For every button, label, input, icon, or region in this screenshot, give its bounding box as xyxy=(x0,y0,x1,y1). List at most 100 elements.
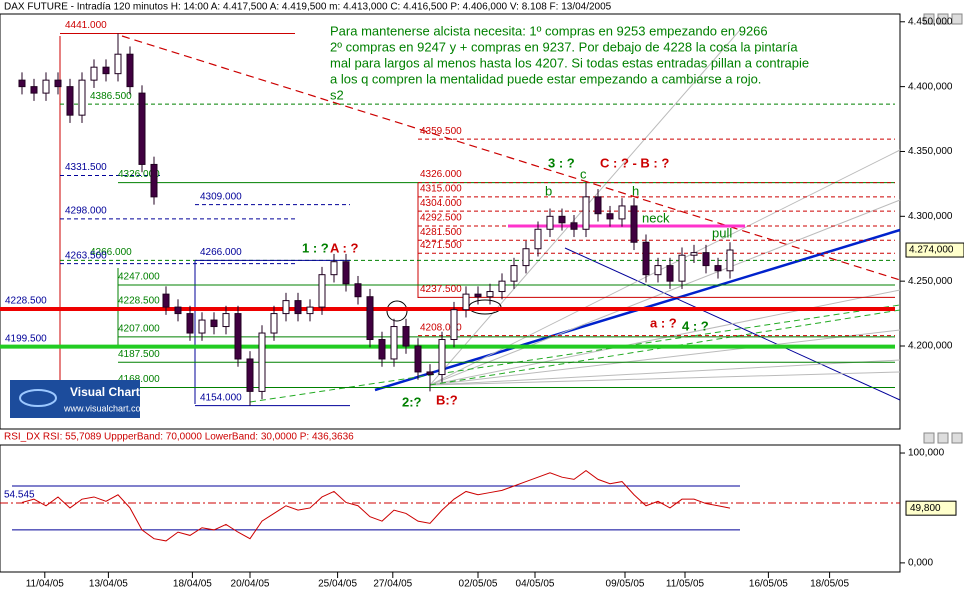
level-label: 4199.500 xyxy=(5,333,47,344)
fan-line xyxy=(429,329,901,386)
wave-label: b xyxy=(545,183,552,198)
candle-body xyxy=(210,319,218,328)
y-tick-label: 4.250,000 xyxy=(908,276,953,287)
button[interactable] xyxy=(923,13,935,25)
button[interactable] xyxy=(951,13,963,25)
x-tick-label: 11/04/05 xyxy=(26,579,65,590)
level-label: 4263.500 xyxy=(65,250,107,261)
level-label: 4386.500 xyxy=(90,91,132,102)
candle-body xyxy=(198,319,206,334)
logo-url: www.visualchart.com xyxy=(63,403,148,413)
header: DAX FUTURE - Intradía 120 minutos H: 14:… xyxy=(4,2,612,13)
candle-body xyxy=(222,313,230,328)
wave-label: a : ? xyxy=(650,315,677,330)
rsi-mid-label: 54.545 xyxy=(4,490,35,501)
candle-body xyxy=(330,261,338,276)
logo-box xyxy=(10,380,140,418)
candle-body xyxy=(666,265,674,282)
level-label: 4168.000 xyxy=(118,374,160,385)
level-label: 4228.500 xyxy=(118,296,160,307)
x-tick-label: 18/04/05 xyxy=(173,579,212,590)
candle-body xyxy=(162,293,170,308)
level-label: 4315.000 xyxy=(420,184,462,195)
y-tick-label: 4.300,000 xyxy=(908,211,953,222)
candle-body xyxy=(186,313,194,334)
wave-label: pull xyxy=(712,225,732,240)
x-tick-label: 04/05/05 xyxy=(516,579,555,590)
wave-label: 1 : ? xyxy=(302,240,329,255)
comment: 2º compras en 9247 y + compras en 9237. … xyxy=(330,39,798,54)
button[interactable] xyxy=(937,13,949,25)
fan-line xyxy=(429,359,901,386)
level-label: 4187.500 xyxy=(118,349,160,360)
candle-body xyxy=(606,213,614,220)
candle-body xyxy=(318,274,326,308)
level-label: 4331.500 xyxy=(65,162,107,173)
level-label: 4359.500 xyxy=(420,126,462,137)
x-tick-label: 16/05/05 xyxy=(749,579,788,590)
candle-body xyxy=(234,313,242,360)
fan-line xyxy=(429,199,901,386)
level-label: 4266.000 xyxy=(90,247,132,258)
candle-body xyxy=(702,252,710,267)
level-label: 4304.000 xyxy=(420,198,462,209)
level-label: 4441.000 xyxy=(65,20,107,31)
level-label: 4207.000 xyxy=(118,324,160,335)
button[interactable] xyxy=(937,432,949,444)
x-tick-label: 27/04/05 xyxy=(373,579,412,590)
button[interactable] xyxy=(951,432,963,444)
candle-body xyxy=(42,79,50,94)
wave-label: neck xyxy=(642,210,670,225)
level-label: 4281.500 xyxy=(420,227,462,238)
candle-body xyxy=(282,300,290,315)
level-label: 4154.000 xyxy=(200,392,242,403)
candle-body xyxy=(678,254,686,282)
comment: Para mantenerse alcista necesita: 1º com… xyxy=(330,23,768,38)
candle-body xyxy=(498,280,506,293)
candle-body xyxy=(246,358,254,392)
candle-body xyxy=(78,79,86,116)
candle-body xyxy=(642,241,650,276)
candle-body xyxy=(102,66,110,75)
wave-label: 4 : ? xyxy=(682,318,709,333)
candle-body xyxy=(426,371,434,376)
candle-body xyxy=(558,215,566,224)
candle-body xyxy=(618,205,626,220)
y-tick-label: 4.400,000 xyxy=(908,81,953,92)
candle-body xyxy=(726,249,734,272)
x-tick-label: 25/04/05 xyxy=(318,579,357,590)
level-label: 4326.000 xyxy=(118,169,160,180)
wave-label: h xyxy=(632,183,639,198)
candle-body xyxy=(138,92,146,165)
wave-label: 3 : ? xyxy=(548,155,575,170)
rsi-tick-label: 100,000 xyxy=(908,448,945,459)
candle-body xyxy=(402,326,410,347)
candle-body xyxy=(342,261,350,285)
rsi-line xyxy=(21,469,731,542)
candle-body xyxy=(114,53,122,75)
candle-body xyxy=(390,326,398,360)
candle-body xyxy=(294,300,302,315)
candle-body xyxy=(510,265,518,282)
candle-body xyxy=(690,252,698,256)
candle-body xyxy=(30,86,38,94)
fan-line xyxy=(429,289,901,386)
candle-body xyxy=(378,339,386,360)
wave-label: 2:? xyxy=(402,394,422,409)
button[interactable] xyxy=(923,432,935,444)
logo-name: Visual Chart xyxy=(70,385,140,399)
price-panel xyxy=(0,13,901,430)
comment: mal para largos al menos hasta los 4207.… xyxy=(330,55,809,70)
candle-body xyxy=(366,296,374,341)
candle-body xyxy=(654,265,662,276)
comment: s2 xyxy=(330,87,344,102)
logo-icon xyxy=(19,389,57,407)
candle-body xyxy=(126,53,134,88)
level-label: 4247.000 xyxy=(118,272,160,283)
candle-body xyxy=(594,196,602,215)
x-tick-label: 09/05/05 xyxy=(606,579,645,590)
fan-line xyxy=(429,371,901,386)
candle-body xyxy=(570,222,578,230)
last-price-label: 4.274,000 xyxy=(909,245,954,256)
